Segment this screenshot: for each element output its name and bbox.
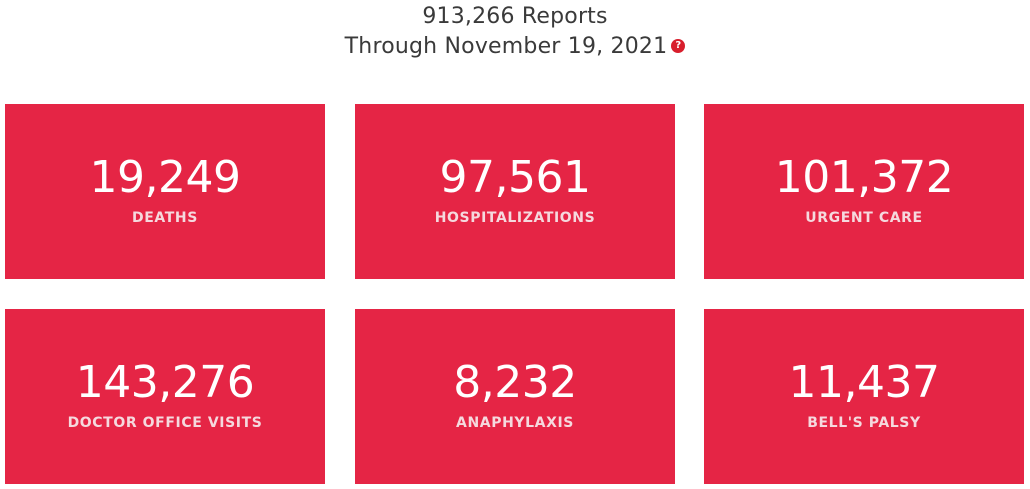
stat-label: DEATHS xyxy=(132,210,198,226)
stat-card-hospitalizations: 97,561 HOSPITALIZATIONS xyxy=(355,104,675,279)
stat-value: 8,232 xyxy=(453,357,577,408)
stat-label: URGENT CARE xyxy=(805,210,923,226)
stat-value: 101,372 xyxy=(774,152,954,203)
stat-label: BELL'S PALSY xyxy=(807,415,921,431)
stat-label: HOSPITALIZATIONS xyxy=(434,210,596,226)
stat-value: 19,249 xyxy=(89,152,241,203)
stat-value: 11,437 xyxy=(788,357,940,408)
stat-card-deaths: 19,249 DEATHS xyxy=(5,104,325,279)
stat-value: 97,561 xyxy=(439,152,591,203)
stat-label: DOCTOR OFFICE VISITS xyxy=(67,415,263,431)
question-mark-icon[interactable]: ? xyxy=(671,39,686,53)
report-summary-header: 913,266 Reports Through November 19, 202… xyxy=(0,2,1030,62)
date-range-subtitle: Through November 19, 2021? xyxy=(0,32,1030,62)
date-range-text: Through November 19, 2021 xyxy=(344,34,668,59)
stat-label: ANAPHYLAXIS xyxy=(456,415,574,431)
stat-card-anaphylaxis: 8,232 ANAPHYLAXIS xyxy=(355,309,675,484)
stat-card-urgent-care: 101,372 URGENT CARE xyxy=(704,104,1024,279)
total-reports-title: 913,266 Reports xyxy=(422,4,608,29)
stat-card-doctor-office-visits: 143,276 DOCTOR OFFICE VISITS xyxy=(5,309,325,484)
stat-card-bells-palsy: 11,437 BELL'S PALSY xyxy=(704,309,1024,484)
stat-value: 143,276 xyxy=(75,357,255,408)
